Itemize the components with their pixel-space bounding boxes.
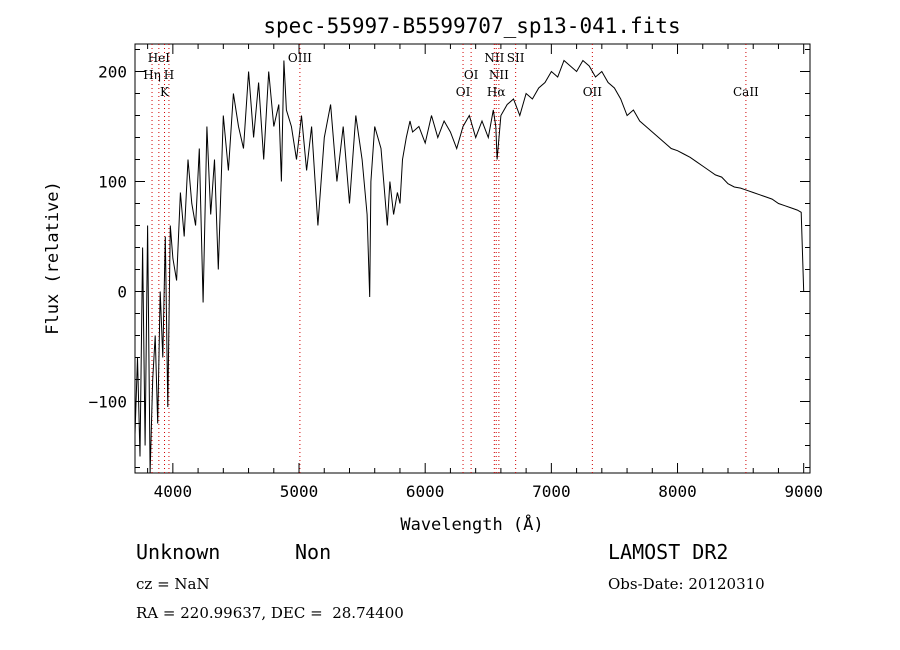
x-tick-label-5: 9000 [784, 482, 823, 501]
emission-line-markers: HeI Hη HK OIII OI OI NII NII Hα SII OII CaII [143, 44, 759, 473]
x-tick-label-3: 7000 [532, 482, 571, 501]
x-axis-label: Wavelength (Å) [400, 513, 543, 535]
obs-date-label: Obs-Date: 20120310 [608, 575, 765, 593]
line-label-9: Hα [487, 85, 506, 99]
line-label-12: CaII [733, 85, 759, 99]
class-label: Unknown [136, 540, 221, 564]
line-label-4: OIII [288, 51, 312, 65]
line-label-5: OI [464, 68, 479, 82]
line-label-6: OI [456, 85, 471, 99]
x-tick-label-2: 6000 [406, 482, 445, 501]
plot-frame [134, 43, 811, 474]
line-label-1: Hη [143, 68, 161, 82]
subclass-label: Non [295, 540, 332, 564]
spectrum-series [134, 59, 805, 474]
line-label-3: K [160, 85, 170, 99]
y-tick-label-0: −100 [88, 393, 127, 412]
y-axis-label: Flux (relative) [43, 181, 63, 335]
line-label-11: OII [583, 85, 603, 99]
x-tick-label-0: 4000 [154, 482, 193, 501]
line-label-0: HeI [148, 51, 171, 65]
spectrum-chart: spec-55997-B5599707_sp13-041.fits 4000 50… [43, 14, 823, 535]
line-label-10: SII [507, 51, 525, 65]
y-tick-label-1: 0 [117, 283, 127, 302]
x-tick-label-1: 5000 [280, 482, 319, 501]
x-tick-label-4: 8000 [658, 482, 697, 501]
axis-ticks: 4000 5000 6000 7000 8000 9000 −100 0 100 200 [88, 44, 823, 501]
y-tick-label-2: 100 [98, 173, 127, 192]
line-label-8: NII [489, 68, 509, 82]
chart-title: spec-55997-B5599707_sp13-041.fits [263, 14, 680, 38]
line-label-7: NII [484, 51, 504, 65]
survey-label: LAMOST DR2 [608, 540, 729, 564]
redshift-label: cz = NaN [136, 575, 210, 593]
line-label-2: H [164, 68, 174, 82]
spectrum-line-0 [134, 59, 805, 474]
coordinates-label: RA = 220.99637, DEC = 28.74400 [136, 604, 404, 622]
y-tick-label-3: 200 [98, 63, 127, 82]
